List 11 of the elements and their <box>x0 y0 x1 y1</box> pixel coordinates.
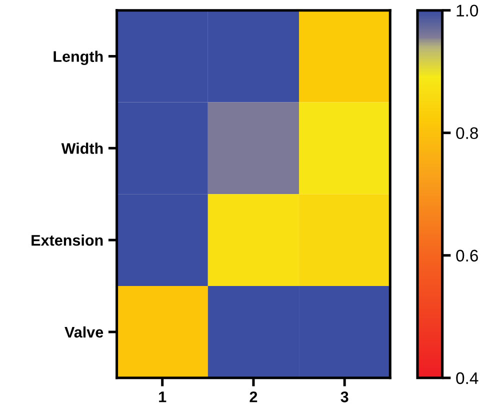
y-tick-label: Width <box>61 142 103 154</box>
color-bar-label: 0.4 <box>456 372 478 384</box>
x-tick-label: 3 <box>340 391 348 402</box>
x-tick-label: 1 <box>159 392 166 402</box>
color-bar-label: 1.0 <box>456 4 478 17</box>
x-tick-label: 2 <box>250 391 258 402</box>
color-bar-label: 0.6 <box>456 250 478 262</box>
y-tick-label: Valve <box>64 326 104 338</box>
color-bar-label: 0.8 <box>456 127 478 140</box>
y-tick-label: Extension <box>32 234 103 246</box>
y-tick-label: Length <box>54 50 103 66</box>
